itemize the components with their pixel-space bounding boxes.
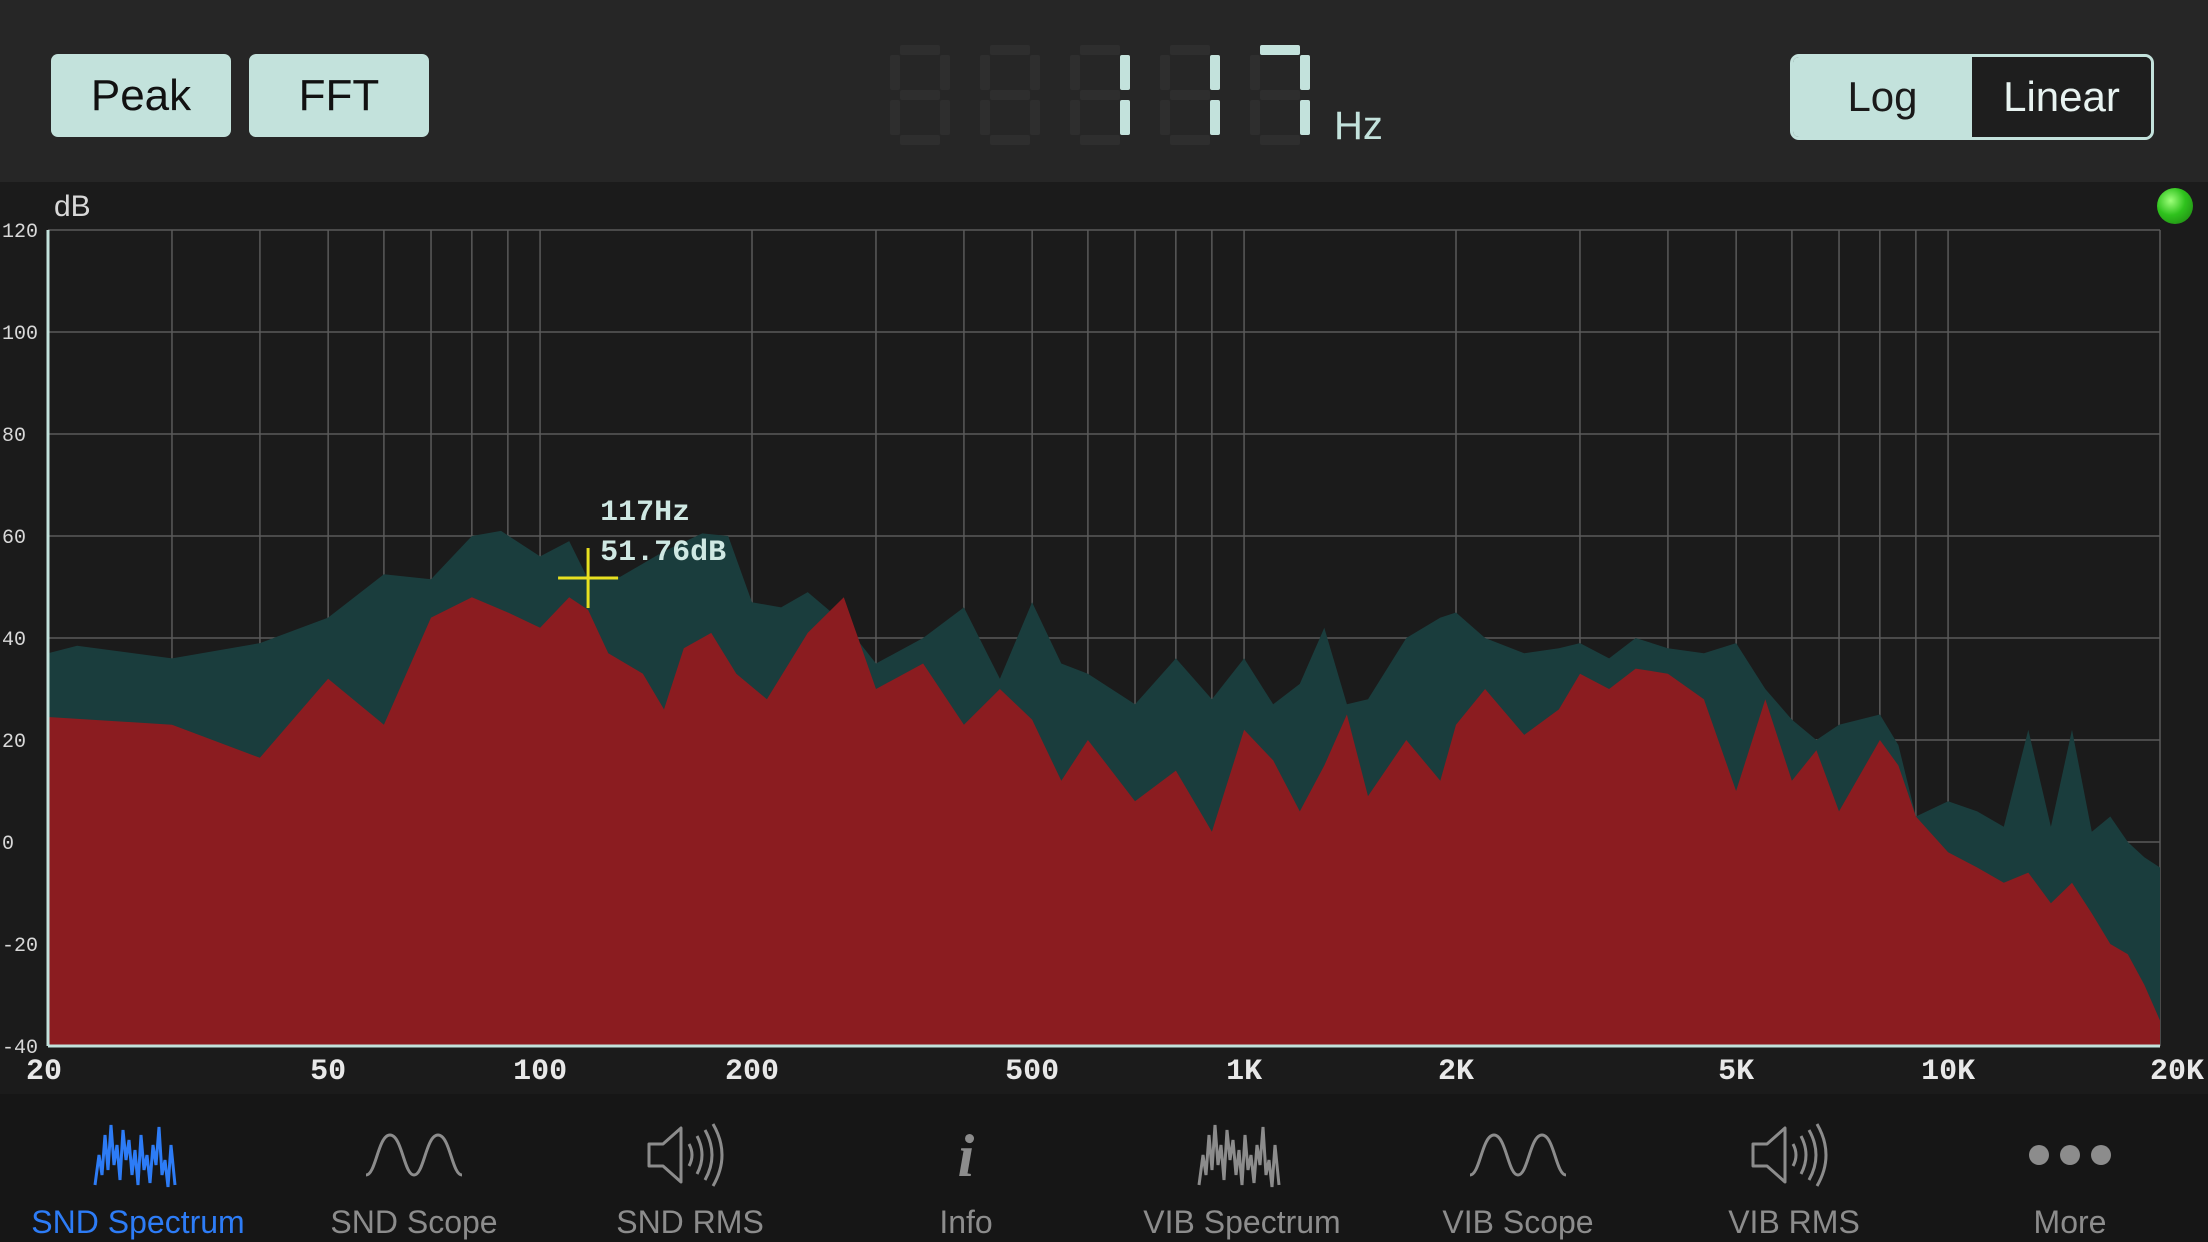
tab-label: VIB RMS: [1728, 1204, 1860, 1240]
x-tick-label: 20K: [2150, 1055, 2204, 1089]
x-tick-label: 500: [1005, 1055, 1059, 1089]
spectrum-icon: [83, 1110, 193, 1200]
tab-label: Info: [939, 1204, 993, 1240]
y-tick-label: 100: [2, 323, 38, 346]
linear-scale-button[interactable]: Linear: [1972, 57, 2151, 137]
x-tick-label: 1K: [1226, 1055, 1262, 1089]
lcd-digit: [1070, 45, 1130, 145]
tab-more[interactable]: More: [1932, 1094, 2208, 1242]
spectrum-icon: [1187, 1110, 1297, 1200]
y-tick-label: 0: [2, 833, 14, 856]
y-tick-label: 120: [2, 221, 38, 244]
tab-info[interactable]: i Info: [828, 1094, 1104, 1242]
cursor[interactable]: 117Hz 51.76dB: [558, 496, 726, 609]
x-tick-label: 50: [310, 1055, 346, 1089]
tab-label: SND Spectrum: [31, 1204, 245, 1240]
log-scale-button[interactable]: Log: [1793, 57, 1972, 137]
scope-wave-icon: [359, 1110, 469, 1200]
tab-snd-rms[interactable]: SND RMS: [552, 1094, 828, 1242]
y-tick-label: -40: [2, 1037, 38, 1060]
info-icon: i: [911, 1110, 1021, 1200]
frequency-unit-label: Hz: [1334, 104, 1383, 148]
tab-vib-spectrum[interactable]: VIB Spectrum: [1104, 1094, 1380, 1242]
x-tick-label: 200: [725, 1055, 779, 1089]
speaker-icon: [635, 1110, 745, 1200]
scope-wave-icon: [1463, 1110, 1573, 1200]
tab-snd-spectrum[interactable]: SND Spectrum: [0, 1094, 276, 1242]
y-tick-label: -20: [2, 935, 38, 958]
lcd-digit: [1160, 45, 1220, 145]
tab-label: More: [2033, 1204, 2107, 1240]
more-dots-icon: [2015, 1110, 2125, 1200]
y-tick-label: 80: [2, 425, 26, 448]
fft-spectrum-area: [48, 597, 2160, 1046]
x-tick-label: 10K: [1921, 1055, 1975, 1089]
tab-vib-rms[interactable]: VIB RMS: [1656, 1094, 1932, 1242]
series: [48, 530, 2160, 1046]
tab-label: SND RMS: [616, 1204, 764, 1240]
y-axis-unit-label: dB: [54, 190, 91, 223]
peak-button[interactable]: Peak: [51, 54, 231, 137]
tab-snd-scope[interactable]: SND Scope: [276, 1094, 552, 1242]
cursor-frequency-label: 117Hz: [600, 496, 690, 530]
status-led: [2157, 188, 2193, 224]
y-tick-label: 40: [2, 629, 26, 652]
x-tick-label: 2K: [1438, 1055, 1474, 1089]
scale-segmented-control[interactable]: Log Linear: [1790, 54, 2154, 140]
lcd-digit: [1250, 45, 1310, 145]
y-tick-label: 60: [2, 527, 26, 550]
fft-button[interactable]: FFT: [249, 54, 429, 137]
cursor-level-label: 51.76dB: [600, 536, 726, 570]
toolbar: Peak FFT Hz Log Linear: [0, 0, 2208, 182]
x-tick-label: 100: [513, 1055, 567, 1089]
lcd-digit: [890, 45, 950, 145]
tab-bar: SND Spectrum SND Scope SND RMS i Info VIB Spe…: [0, 1094, 2208, 1242]
x-tick-label: 5K: [1718, 1055, 1754, 1089]
y-tick-label: 20: [2, 731, 26, 754]
tab-label: VIB Scope: [1442, 1204, 1594, 1240]
lcd-digit: [980, 45, 1040, 145]
tab-label: VIB Spectrum: [1143, 1204, 1341, 1240]
x-tick-label: 20: [26, 1055, 62, 1089]
frequency-lcd-readout: [890, 45, 1310, 145]
speaker-icon: [1739, 1110, 1849, 1200]
tab-label: SND Scope: [330, 1204, 498, 1240]
svg-text:i: i: [958, 1123, 975, 1189]
tab-vib-scope[interactable]: VIB Scope: [1380, 1094, 1656, 1242]
